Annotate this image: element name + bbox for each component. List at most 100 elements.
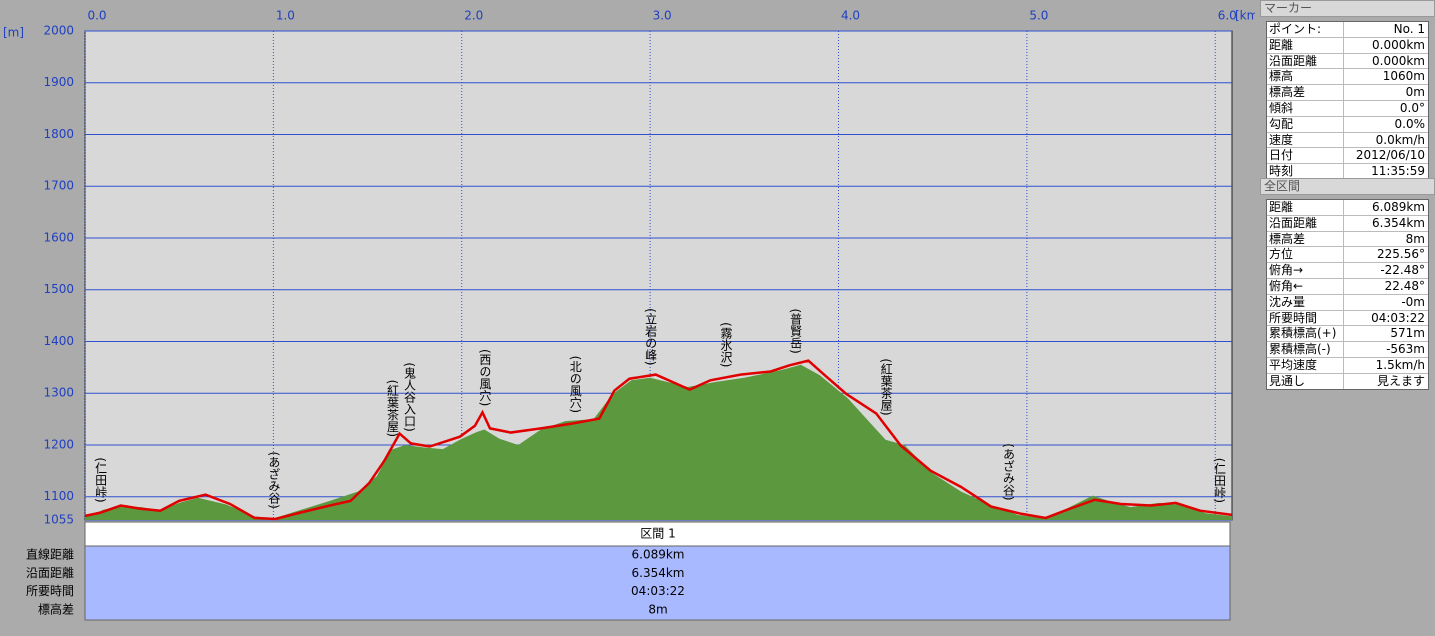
section-value: 6.354km <box>632 566 685 580</box>
table-row: 標高差 8m <box>1267 230 1428 247</box>
summary-panel: 全区間 距離 6.089km 沿面距離 6.354km 標高差 8m 方位 225.56° 俯角… <box>1260 178 1435 390</box>
field-label: 累積標高(-) <box>1267 342 1344 357</box>
place-label: (紅葉茶屋) <box>386 380 400 437</box>
place-label: (霧氷沢) <box>719 322 733 367</box>
field-label: 標高差 <box>1267 231 1344 247</box>
field-label: 平均速度 <box>1267 357 1344 373</box>
marker-table: ポイント: No. 1 距離 0.000km 沿面距離 0.000km 標高 1060m 標高差… <box>1266 21 1429 180</box>
place-label: (立岩の峰) <box>644 308 658 365</box>
field-label: 標高 <box>1267 69 1344 85</box>
y-tick-label: 1300 <box>43 386 74 400</box>
table-row: 沈み量 -0m <box>1267 293 1428 310</box>
field-label: 見通し <box>1267 373 1344 389</box>
field-value: 1.5km/h <box>1375 357 1425 372</box>
table-row: 距離 0.000km <box>1267 36 1428 53</box>
field-value: 225.56° <box>1377 247 1425 262</box>
field-value: 0m <box>1405 85 1425 100</box>
place-label: (仁田峠) <box>94 457 108 502</box>
place-label: (北の風穴) <box>568 356 582 413</box>
field-value: 04:03:22 <box>1371 310 1425 325</box>
place-label: (あざみ谷) <box>1002 443 1016 500</box>
x-tick-label: 4.0 <box>841 9 860 23</box>
y-tick-label: 1100 <box>43 489 74 503</box>
field-label: 沿面距離 <box>1267 215 1344 231</box>
table-row: 累積標高(-) -563m <box>1267 341 1428 357</box>
section-label: 直線距離 <box>26 547 74 562</box>
field-value: 6.089km <box>1372 200 1425 214</box>
y-tick-label: 2000 <box>43 24 74 38</box>
y-unit: [m] <box>3 26 24 40</box>
y-tick-label: 1400 <box>43 334 74 348</box>
field-label: 時刻 <box>1267 164 1344 179</box>
x-unit: [km] <box>1235 9 1255 23</box>
section-value: 8m <box>648 602 667 616</box>
field-label: 俯角→ <box>1267 263 1344 278</box>
x-tick-label: 2.0 <box>464 9 483 23</box>
table-row: 平均速度 1.5km/h <box>1267 356 1428 373</box>
field-label: ポイント: <box>1267 22 1344 37</box>
section-value: 6.089km <box>632 548 685 562</box>
table-row: 傾斜 0.0° <box>1267 99 1428 116</box>
place-label: (鬼人谷入口) <box>403 362 417 431</box>
field-label: 方位 <box>1267 247 1344 263</box>
section-label: 所要時間 <box>26 584 74 598</box>
section-header <box>84 521 1231 547</box>
section-label: 沿面距離 <box>26 566 74 580</box>
field-value: 0.0° <box>1399 100 1425 115</box>
chart: [m] [km] 1055 1100 1200 1300 1400 1500 1600 1700 1… <box>3 9 1255 621</box>
field-label: 所要時間 <box>1267 310 1344 326</box>
field-label: 沈み量 <box>1267 294 1344 310</box>
field-label: 速度 <box>1267 132 1344 148</box>
field-value: -0m <box>1401 294 1425 309</box>
table-row: 累積標高(+) 571m <box>1267 325 1428 342</box>
place-label: (西の風穴) <box>478 349 492 406</box>
x-tick-label: 5.0 <box>1029 9 1048 23</box>
x-tick-label: 3.0 <box>653 9 672 23</box>
field-label: 距離 <box>1267 200 1344 215</box>
table-row: 標高 1060m <box>1267 68 1428 85</box>
marker-panel: マーカー ポイント: No. 1 距離 0.000km 沿面距離 0.000km 標高 106… <box>1260 0 1435 180</box>
y-tick-label: 1055 <box>43 513 74 527</box>
field-value: 0.000km <box>1372 37 1425 52</box>
field-value: 2012/06/10 <box>1355 148 1425 163</box>
place-label: (紅葉茶屋) <box>879 358 893 415</box>
field-label: 累積標高(+) <box>1267 326 1344 342</box>
x-tick-label: 6.0 <box>1218 9 1237 23</box>
field-value: No. 1 <box>1393 22 1425 36</box>
track-line <box>84 359 1233 521</box>
field-value: -22.48° <box>1380 263 1425 278</box>
place-label: (普賢岳) <box>789 309 803 354</box>
y-tick-label: 1500 <box>43 282 74 296</box>
field-label: 沿面距離 <box>1267 53 1344 69</box>
section-band <box>84 545 1231 621</box>
y-tick-label: 1600 <box>43 230 74 244</box>
table-row: 標高差 0m <box>1267 84 1428 100</box>
table-row: 沿面距離 6.354km <box>1267 214 1428 231</box>
table-row: 見通し 見えます <box>1267 372 1428 389</box>
y-tick-label: 1900 <box>43 75 74 89</box>
field-label: 傾斜 <box>1267 100 1344 116</box>
y-tick-label: 1700 <box>43 179 74 193</box>
section-label: 標高差 <box>38 601 74 616</box>
field-value: 0.0km/h <box>1375 132 1425 147</box>
table-row: 方位 225.56° <box>1267 246 1428 263</box>
table-row: 速度 0.0km/h <box>1267 131 1428 148</box>
table-row: 沿面距離 0.000km <box>1267 52 1428 69</box>
table-row: 勾配 0.0% <box>1267 115 1428 132</box>
panel-title: 全区間 <box>1260 178 1435 195</box>
place-label: (仁田峠) <box>1213 458 1227 503</box>
place-label: (あざみ谷) <box>267 451 281 508</box>
field-value: 571m <box>1390 326 1425 341</box>
x-tick-label: 0.0 <box>87 9 106 23</box>
table-row: 俯角← 22.48° <box>1267 277 1428 294</box>
section-title: 区間 1 <box>640 527 675 541</box>
field-value: 22.48° <box>1384 278 1425 293</box>
field-value: 6.354km <box>1372 215 1425 230</box>
field-value: 1060m <box>1382 69 1425 84</box>
field-label: 標高差 <box>1267 85 1344 100</box>
field-value: 11:35:59 <box>1371 164 1425 179</box>
summary-table: 距離 6.089km 沿面距離 6.354km 標高差 8m 方位 225.56° 俯角→ -22… <box>1266 199 1429 390</box>
table-row: 所要時間 04:03:22 <box>1267 309 1428 326</box>
x-tick-label: 1.0 <box>276 9 295 23</box>
table-row: 俯角→ -22.48° <box>1267 262 1428 278</box>
